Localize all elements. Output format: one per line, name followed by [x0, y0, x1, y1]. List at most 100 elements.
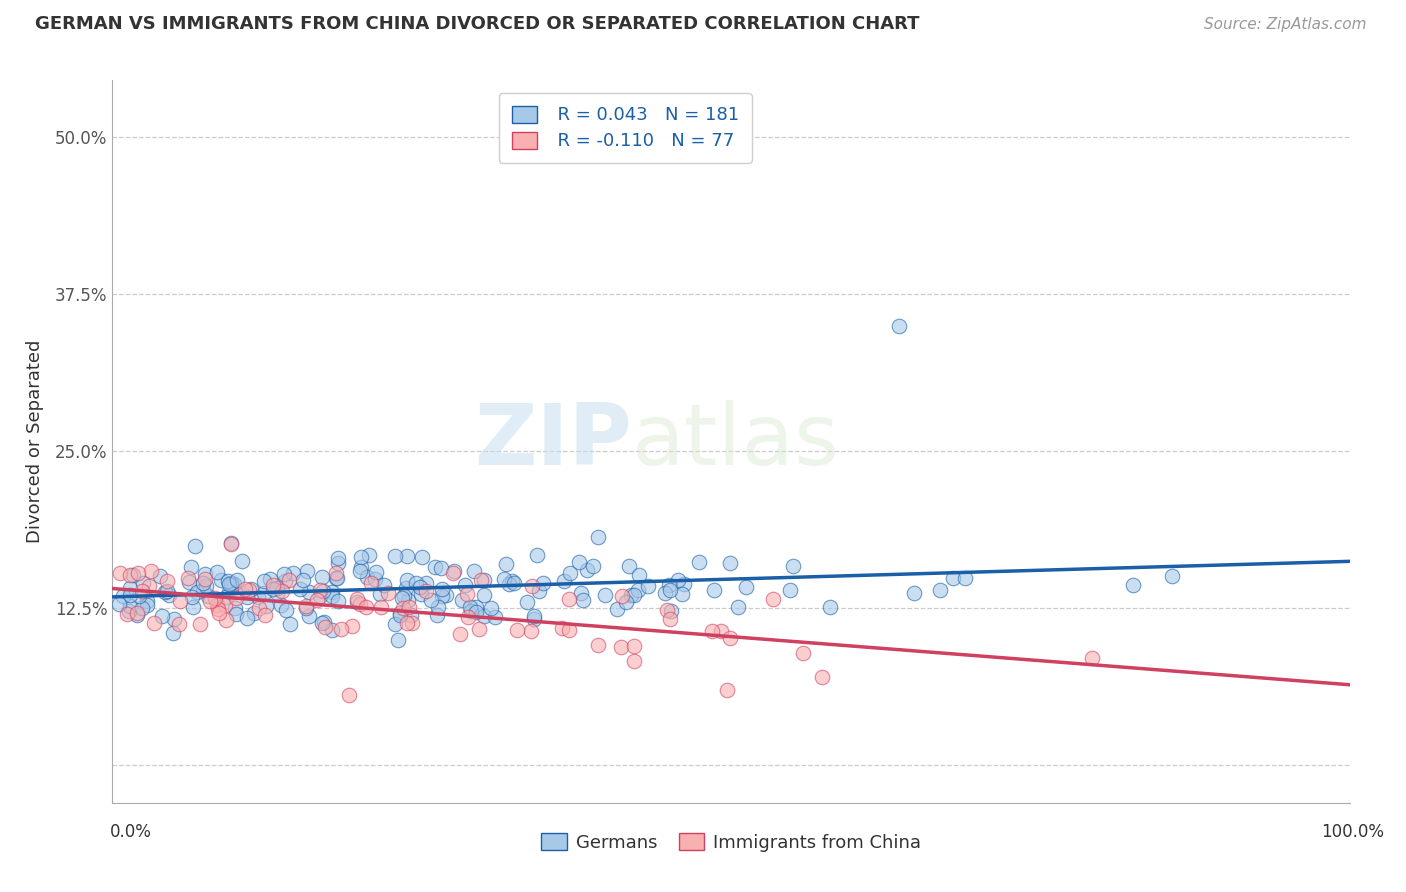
Point [311, 570, 333, 584]
Point [593, 588, 616, 602]
Point [328, 550, 350, 565]
Point [627, 582, 650, 597]
Point [389, 607, 412, 622]
Point [118, 581, 141, 595]
Point [515, 595, 537, 609]
Point [688, 555, 710, 569]
Point [716, 682, 738, 697]
Point [520, 578, 543, 592]
Point [606, 602, 628, 616]
Point [236, 611, 259, 625]
Point [346, 591, 368, 606]
Point [586, 638, 609, 652]
Point [262, 582, 284, 596]
Point [247, 591, 270, 605]
Point [167, 616, 190, 631]
Point [309, 590, 332, 604]
Point [236, 591, 259, 605]
Point [262, 578, 284, 592]
Point [357, 549, 380, 563]
Point [253, 607, 276, 622]
Point [614, 595, 637, 609]
Point [619, 558, 641, 573]
Point [115, 607, 138, 621]
Point [217, 574, 239, 589]
Point [218, 584, 240, 599]
Point [468, 623, 491, 637]
Point [405, 575, 427, 590]
Point [225, 607, 247, 621]
Point [887, 318, 910, 333]
Point [727, 600, 749, 615]
Point [132, 576, 155, 591]
Point [224, 600, 246, 615]
Point [128, 590, 150, 604]
Point [254, 599, 277, 613]
Point [484, 610, 506, 624]
Point [270, 583, 292, 598]
Point [396, 549, 419, 563]
Point [325, 566, 347, 581]
Point [179, 575, 201, 590]
Point [157, 588, 180, 602]
Point [283, 566, 305, 580]
Text: ZIP: ZIP [474, 400, 633, 483]
Point [472, 588, 495, 602]
Text: atlas: atlas [633, 400, 841, 483]
Point [208, 607, 231, 621]
Point [551, 622, 574, 636]
Point [278, 616, 301, 631]
Point [392, 600, 415, 615]
Point [609, 640, 631, 654]
Point [456, 587, 478, 601]
Point [620, 588, 643, 602]
Point [118, 568, 141, 582]
Point [326, 571, 349, 585]
Point [387, 633, 409, 648]
Point [326, 593, 349, 607]
Point [423, 560, 446, 574]
Point [121, 567, 143, 582]
Point [457, 609, 479, 624]
Point [321, 585, 343, 599]
Point [266, 581, 288, 595]
Point [718, 631, 741, 645]
Point [191, 576, 214, 591]
Point [623, 588, 645, 602]
Point [443, 564, 465, 578]
Point [108, 566, 131, 580]
Point [472, 609, 495, 624]
Point [326, 556, 349, 570]
Point [288, 582, 311, 597]
Point [273, 567, 295, 582]
Point [628, 568, 651, 582]
Point [118, 604, 141, 618]
Point [501, 574, 523, 589]
Point [225, 591, 247, 606]
Point [309, 582, 332, 597]
Point [138, 579, 160, 593]
Point [305, 592, 328, 607]
Point [520, 624, 543, 638]
Point [1080, 651, 1102, 665]
Point [409, 587, 432, 601]
Point [612, 590, 634, 604]
Point [364, 565, 387, 579]
Point [370, 600, 392, 615]
Point [349, 598, 371, 612]
Point [396, 593, 419, 607]
Point [470, 574, 492, 588]
Point [377, 585, 399, 599]
Point [198, 594, 221, 608]
Point [792, 646, 814, 660]
Point [762, 591, 785, 606]
Point [953, 571, 976, 585]
Point [215, 613, 238, 627]
Point [163, 612, 186, 626]
Point [354, 600, 377, 615]
Point [1160, 568, 1182, 582]
Point [463, 564, 485, 578]
Point [314, 620, 336, 634]
Point [659, 612, 682, 626]
Point [420, 592, 443, 607]
